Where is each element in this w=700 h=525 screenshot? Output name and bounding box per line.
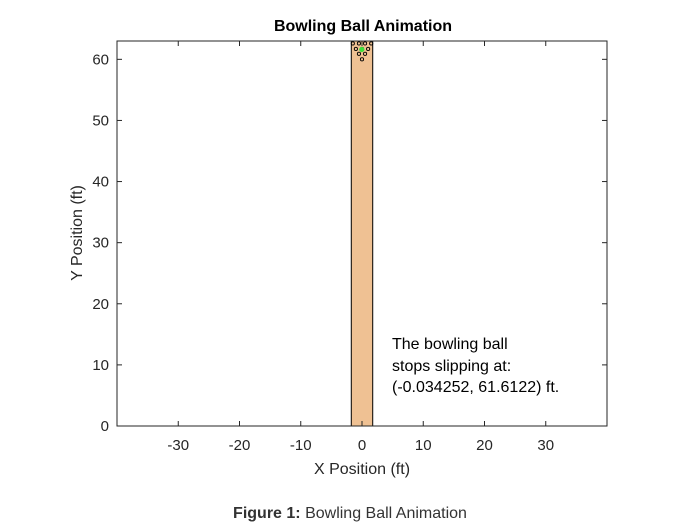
y-axis-label: Y Position (ft) [69, 185, 86, 281]
pin-marker [366, 46, 371, 51]
x-tick-label: 0 [358, 437, 366, 454]
pin-marker [363, 41, 368, 46]
x-tick-label: 30 [537, 437, 554, 454]
y-tick-label: 0 [101, 418, 109, 435]
annotation-line-1: The bowling ball [392, 336, 508, 353]
pin-marker [359, 57, 365, 62]
x-tick-label: -30 [167, 437, 189, 454]
annotation-line-3: (-0.034252, 61.6122) ft. [392, 379, 559, 396]
y-tick-label: 10 [92, 357, 109, 374]
x-tick-label: -20 [229, 437, 251, 454]
chart-title: Bowling Ball Animation [274, 18, 452, 35]
y-tick-label: 60 [92, 51, 109, 68]
plot-border [116, 40, 608, 427]
pin-marker [353, 46, 358, 51]
y-tick-label: 40 [92, 174, 109, 191]
ball-marker [359, 46, 365, 53]
figure-caption-prefix: Figure 1: [233, 505, 301, 522]
pin-marker [363, 51, 368, 56]
annotation-line-2: stops slipping at: [392, 358, 511, 375]
annotation-text: The bowling ball stops slipping at: (-0.… [392, 336, 559, 396]
y-tick-label: 20 [92, 296, 109, 313]
figure-caption-text: Bowling Ball Animation [305, 505, 467, 522]
y-tick-label: 50 [92, 112, 109, 129]
bowling-chart: Bowling Ball Animation X Position (ft) Y… [69, 18, 608, 478]
pin-marker [356, 41, 361, 46]
bowling-lane [350, 40, 374, 427]
x-tick-label: -10 [290, 437, 312, 454]
pin-marker [356, 51, 361, 56]
x-tick-label: 20 [476, 437, 493, 454]
x-tick-label: 10 [415, 437, 432, 454]
y-tick-label: 30 [92, 235, 109, 252]
pin-marker [350, 41, 355, 46]
pin-marker [369, 41, 374, 46]
figure-caption: Figure 1: Bowling Ball Animation [0, 505, 700, 523]
x-axis-label: X Position (ft) [314, 461, 410, 478]
